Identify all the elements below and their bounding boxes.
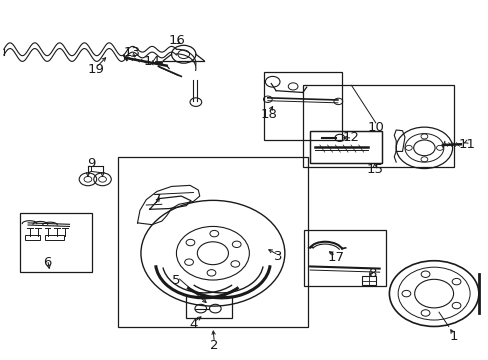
Text: 4: 4 — [189, 318, 197, 331]
Text: 11: 11 — [458, 138, 475, 151]
Bar — [303, 230, 385, 287]
Text: 17: 17 — [327, 251, 344, 264]
Bar — [186, 296, 232, 318]
Bar — [20, 213, 92, 272]
Text: 2: 2 — [210, 338, 218, 351]
Text: 3: 3 — [274, 250, 282, 263]
Text: 8: 8 — [367, 267, 375, 280]
Text: 5: 5 — [172, 274, 180, 287]
Bar — [25, 235, 40, 240]
Text: 1: 1 — [448, 330, 457, 343]
Bar — [309, 131, 381, 163]
Bar — [264, 72, 341, 140]
Bar — [309, 131, 381, 163]
Text: 12: 12 — [342, 131, 359, 144]
Text: 6: 6 — [43, 256, 52, 269]
Bar — [45, 235, 63, 240]
Text: 18: 18 — [260, 108, 277, 121]
Text: 13: 13 — [123, 46, 140, 59]
Text: 16: 16 — [169, 34, 185, 47]
Text: 14: 14 — [143, 55, 160, 68]
Text: 7: 7 — [152, 193, 161, 206]
Text: 10: 10 — [366, 121, 384, 134]
Text: 9: 9 — [87, 157, 95, 170]
Text: 15: 15 — [366, 163, 383, 176]
Bar — [118, 157, 307, 327]
Bar — [302, 85, 453, 167]
Text: 19: 19 — [87, 63, 104, 76]
Bar — [362, 276, 375, 285]
